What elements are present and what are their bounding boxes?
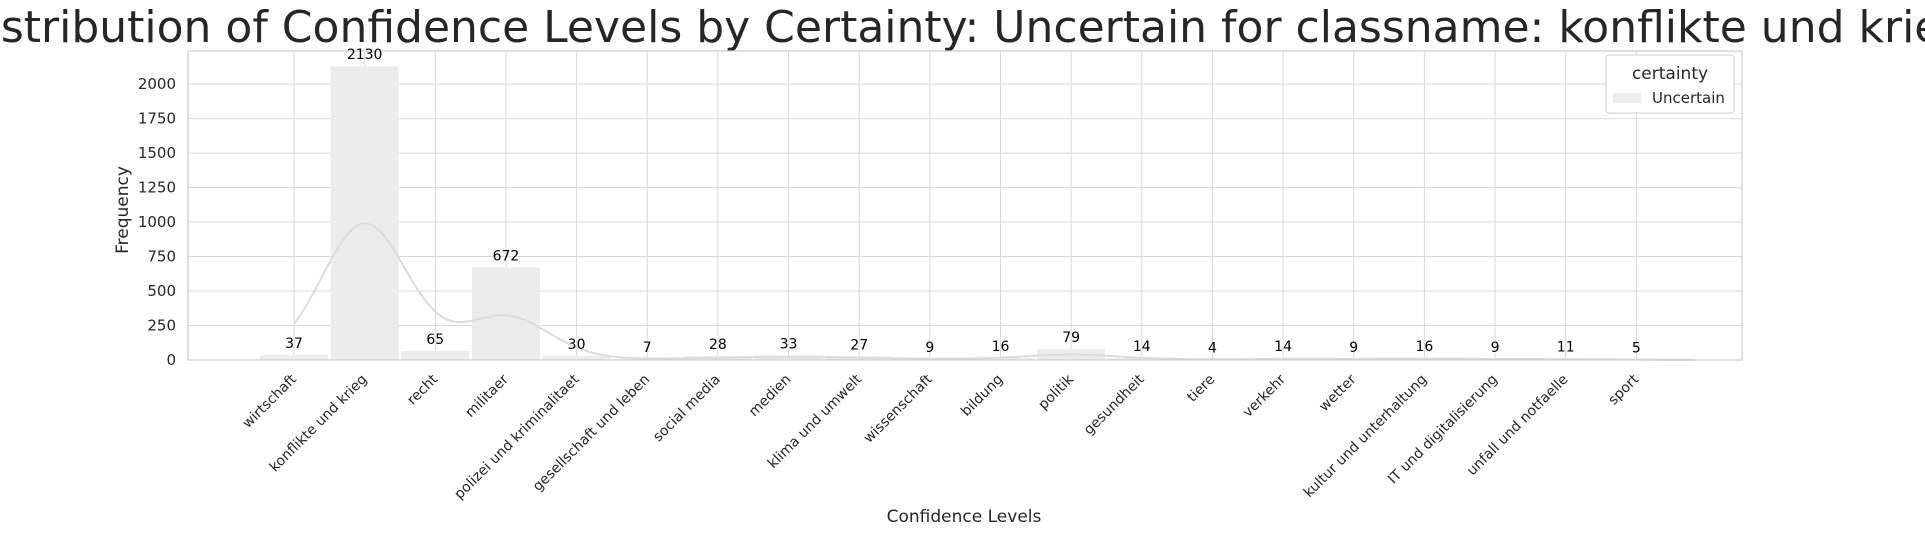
plot-frame	[187, 50, 1743, 361]
legend-swatch	[1613, 93, 1641, 103]
kde-curve	[293, 222, 1693, 361]
y-tick-labels: 0 250 500 750 1000 1250 1500 1750 2000	[138, 75, 176, 369]
data-label: 27	[850, 337, 868, 353]
data-label: 16	[1415, 339, 1433, 355]
y-tick-label: 1500	[138, 144, 176, 162]
x-tick-label: sport	[1605, 371, 1642, 408]
data-label: 9	[1349, 340, 1358, 356]
x-tick-label: politik	[1035, 371, 1077, 413]
x-tick-label: wirtschaft	[240, 371, 301, 432]
x-tick-label: tiere	[1184, 372, 1218, 406]
data-label: 79	[1062, 330, 1080, 346]
data-labels: 37 2130 65 672 30 7 28 33 27 9 16 79 14 4 14 9 16 9 11 5	[285, 47, 1641, 356]
x-tick-label: recht	[404, 371, 441, 408]
data-label: 9	[1491, 340, 1500, 356]
y-tick-label: 2000	[138, 75, 176, 93]
y-tick-label: 750	[147, 248, 176, 266]
data-label: 5	[1632, 340, 1641, 356]
x-tick-label: wissenschaft	[861, 371, 936, 446]
data-label: 9	[925, 340, 934, 356]
x-tick-label: polizei und kriminalitaet	[451, 371, 582, 502]
data-label: 11	[1557, 339, 1575, 355]
data-label: 14	[1133, 339, 1151, 355]
data-label: 16	[992, 339, 1010, 355]
bar	[966, 357, 1035, 360]
gridlines	[188, 51, 1742, 361]
bar	[471, 267, 540, 360]
bar	[1107, 358, 1176, 360]
chart-title: Distribution of Confidence Levels by Cer…	[0, 2, 1925, 53]
bar	[401, 351, 470, 360]
bar	[542, 355, 611, 360]
data-label: 33	[780, 336, 798, 352]
data-label: 30	[568, 337, 586, 353]
x-tick-label: bildung	[958, 372, 1006, 420]
data-label: 65	[426, 332, 444, 348]
bars	[260, 66, 1671, 361]
x-tick-label: social media	[650, 372, 724, 446]
data-label: 28	[709, 337, 727, 353]
data-label: 4	[1208, 340, 1217, 356]
bar	[260, 354, 328, 360]
x-axis-label: Confidence Levels	[887, 507, 1042, 527]
x-tick-label: gesellschaft und leben	[530, 372, 653, 495]
y-tick-label: 1750	[138, 110, 176, 128]
y-tick-label: 250	[147, 317, 176, 335]
x-tick-label: wetter	[1316, 371, 1360, 415]
data-label: 14	[1274, 339, 1292, 355]
legend: certainty Uncertain	[1605, 54, 1735, 114]
legend-entry: Uncertain	[1652, 89, 1725, 107]
x-tick-label: militaer	[462, 371, 511, 420]
data-label: 7	[643, 340, 652, 356]
x-tick-label: verkehr	[1240, 371, 1289, 420]
x-tick-label: kultur und unterhaltung	[1301, 372, 1430, 501]
y-tick-label: 1000	[138, 213, 176, 231]
y-axis-label: Frequency	[113, 166, 133, 254]
data-label: 672	[493, 248, 520, 264]
x-tick-label: gesundheit	[1081, 371, 1148, 438]
y-tick-label: 0	[166, 351, 176, 369]
y-tick-label: 500	[147, 282, 176, 300]
bar	[330, 66, 399, 361]
x-tick-label: medien	[746, 372, 794, 420]
y-tick-label: 1250	[138, 179, 176, 197]
data-label: 37	[285, 336, 303, 352]
data-label: 2130	[347, 47, 383, 63]
legend-title: certainty	[1632, 64, 1708, 84]
